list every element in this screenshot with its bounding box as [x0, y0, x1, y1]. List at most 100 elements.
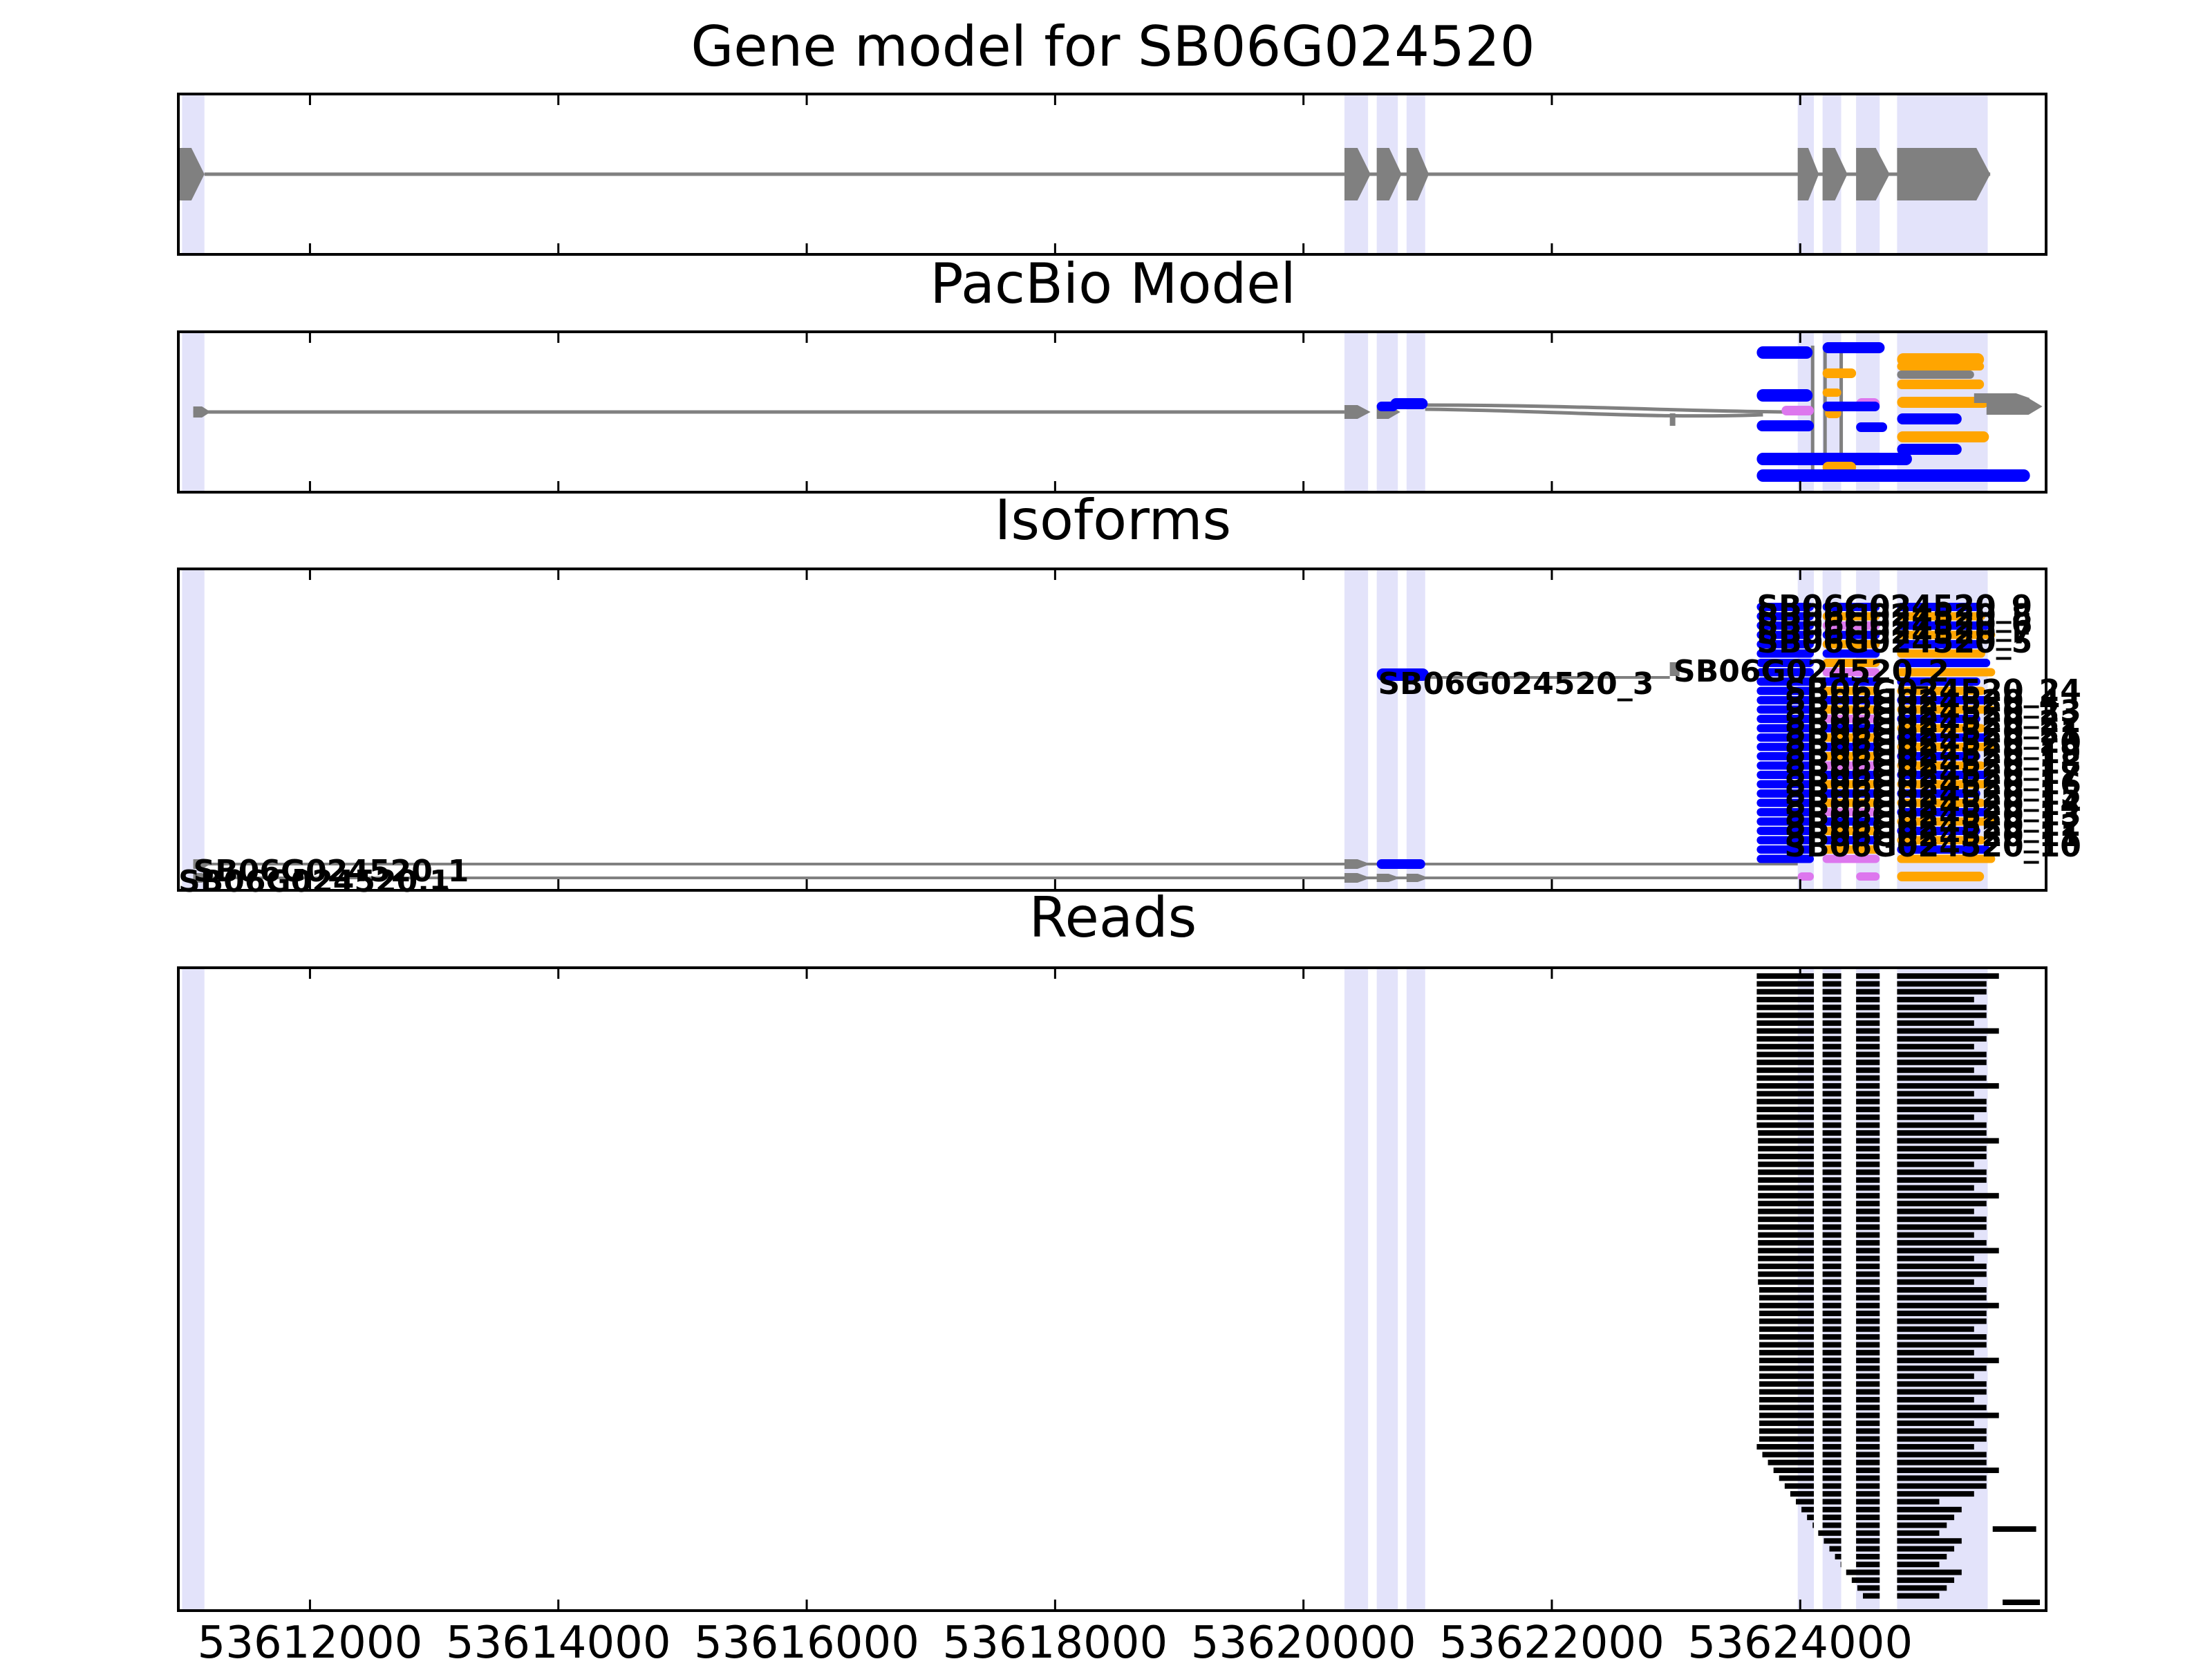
read-segment [1758, 1201, 1815, 1207]
read-segment [1756, 1028, 1815, 1034]
isoform-exon [1897, 808, 1991, 816]
read-segment [1897, 1593, 1940, 1599]
isoform-exon [1897, 742, 1996, 751]
isoform-exon [1756, 715, 1815, 723]
x-tick-label: 53612000 [198, 1618, 423, 1659]
read-segment [1822, 1248, 1841, 1254]
isoform-label: SB06G024520_8 [1756, 598, 2032, 633]
gene-exon [1897, 148, 1991, 200]
read-segment [1773, 1468, 1815, 1474]
read-segment [1856, 1012, 1880, 1018]
isoform-exon [1897, 827, 1980, 835]
pacbio-node [1897, 413, 1962, 424]
isoform-exon [1756, 808, 1815, 816]
isoform-exon [1344, 873, 1371, 883]
read-segment [1822, 1114, 1841, 1121]
isoform-exon [1756, 612, 1815, 621]
read-segment [1856, 1436, 1880, 1442]
read-segment [1856, 1091, 1880, 1097]
read-segment [1822, 1082, 1841, 1089]
isoform-exon [1897, 649, 1985, 658]
read-segment [1856, 1342, 1880, 1348]
read-segment [1897, 1082, 1999, 1089]
read-segment [1897, 1208, 1974, 1215]
read-segment [1801, 1506, 1815, 1512]
read-segment [1851, 1577, 1880, 1583]
read-segment [1897, 1059, 1987, 1065]
read-segment [1897, 1145, 1987, 1152]
isoform-exon [1822, 798, 1880, 807]
isoform-exon [1822, 696, 1880, 704]
read-segment [1822, 1169, 1841, 1175]
pacbio-node [193, 406, 211, 418]
read-segment [1822, 1028, 1841, 1034]
read-segment [1856, 1216, 1880, 1222]
read-segment [1856, 1499, 1880, 1505]
read-segment [1856, 1201, 1880, 1207]
read-segment [1897, 1373, 1974, 1379]
isoform-exon [1822, 659, 1880, 667]
panel-title-reads: Reads [1029, 885, 1197, 950]
read-segment [1856, 1169, 1880, 1175]
read-segment [1897, 1468, 1999, 1474]
reads-panel [182, 968, 2041, 1611]
isoform-exon [1897, 677, 1980, 686]
read-segment [1756, 1082, 1815, 1089]
isoform-exon [1897, 836, 1985, 845]
read-segment [1822, 1428, 1841, 1434]
read-segment [1822, 1059, 1841, 1065]
exon-highlight-band [1344, 968, 1369, 1611]
isoform-label: SB06G024520_3 [1378, 666, 1653, 702]
read-segment [1807, 1515, 1815, 1521]
isoform-label: SB06G024520_15 [1784, 777, 2081, 812]
isoform-exon [1822, 854, 1880, 863]
read-segment [1822, 1130, 1841, 1136]
read-segment [1897, 1396, 1974, 1403]
read-segment [1856, 1546, 1880, 1552]
read-segment [1897, 1302, 1999, 1309]
read-segment [1756, 1020, 1815, 1027]
read-segment [1897, 1177, 1987, 1183]
read-segment [1856, 1311, 1880, 1317]
read-segment [1856, 1373, 1880, 1379]
read-segment [1759, 1405, 1815, 1411]
read-segment [1829, 1546, 1841, 1552]
isoform-exon [1897, 761, 1985, 770]
read-segment [1822, 1044, 1841, 1050]
read-segment [1856, 1522, 1880, 1528]
read-segment [1822, 1012, 1841, 1018]
isoform-exon [1344, 859, 1371, 869]
read-segment [1758, 1154, 1815, 1160]
read-segment [1897, 1436, 1987, 1442]
read-segment [1856, 1530, 1880, 1536]
read-segment [1897, 1577, 1955, 1583]
read-segment [1856, 1491, 1880, 1497]
read-segment [1897, 1114, 1974, 1121]
pacbio-node [1974, 393, 2030, 403]
read-segment [1856, 1067, 1880, 1074]
read-segment [1759, 1326, 1815, 1332]
isoform-exon [1897, 752, 1980, 760]
read-segment [1856, 1365, 1880, 1371]
isoform-exon [1756, 771, 1815, 779]
read-segment [1759, 1358, 1815, 1364]
read-segment [1822, 1326, 1841, 1332]
read-segment [1897, 1216, 1987, 1222]
read-segment [1822, 997, 1841, 1003]
x-tick-label: 53624000 [1687, 1618, 1913, 1659]
x-tick-label: 53620000 [1191, 1618, 1416, 1659]
read-segment [1779, 1475, 1815, 1481]
isoform-label: SB06G024520_1 [194, 854, 469, 889]
read-segment [1856, 1483, 1880, 1489]
read-segment [1897, 1444, 1974, 1450]
isoform-exon [1756, 845, 1815, 854]
read-segment [1856, 1020, 1880, 1027]
read-segment [1897, 1553, 1947, 1559]
x-tick-label: 53618000 [942, 1618, 1168, 1659]
read-segment [1897, 997, 1974, 1003]
read-segment [1822, 1020, 1841, 1027]
isoform-exon [1897, 872, 1985, 881]
read-segment [1897, 1428, 1987, 1434]
gene-exon [1376, 148, 1402, 200]
read-segment [1897, 1365, 1987, 1371]
